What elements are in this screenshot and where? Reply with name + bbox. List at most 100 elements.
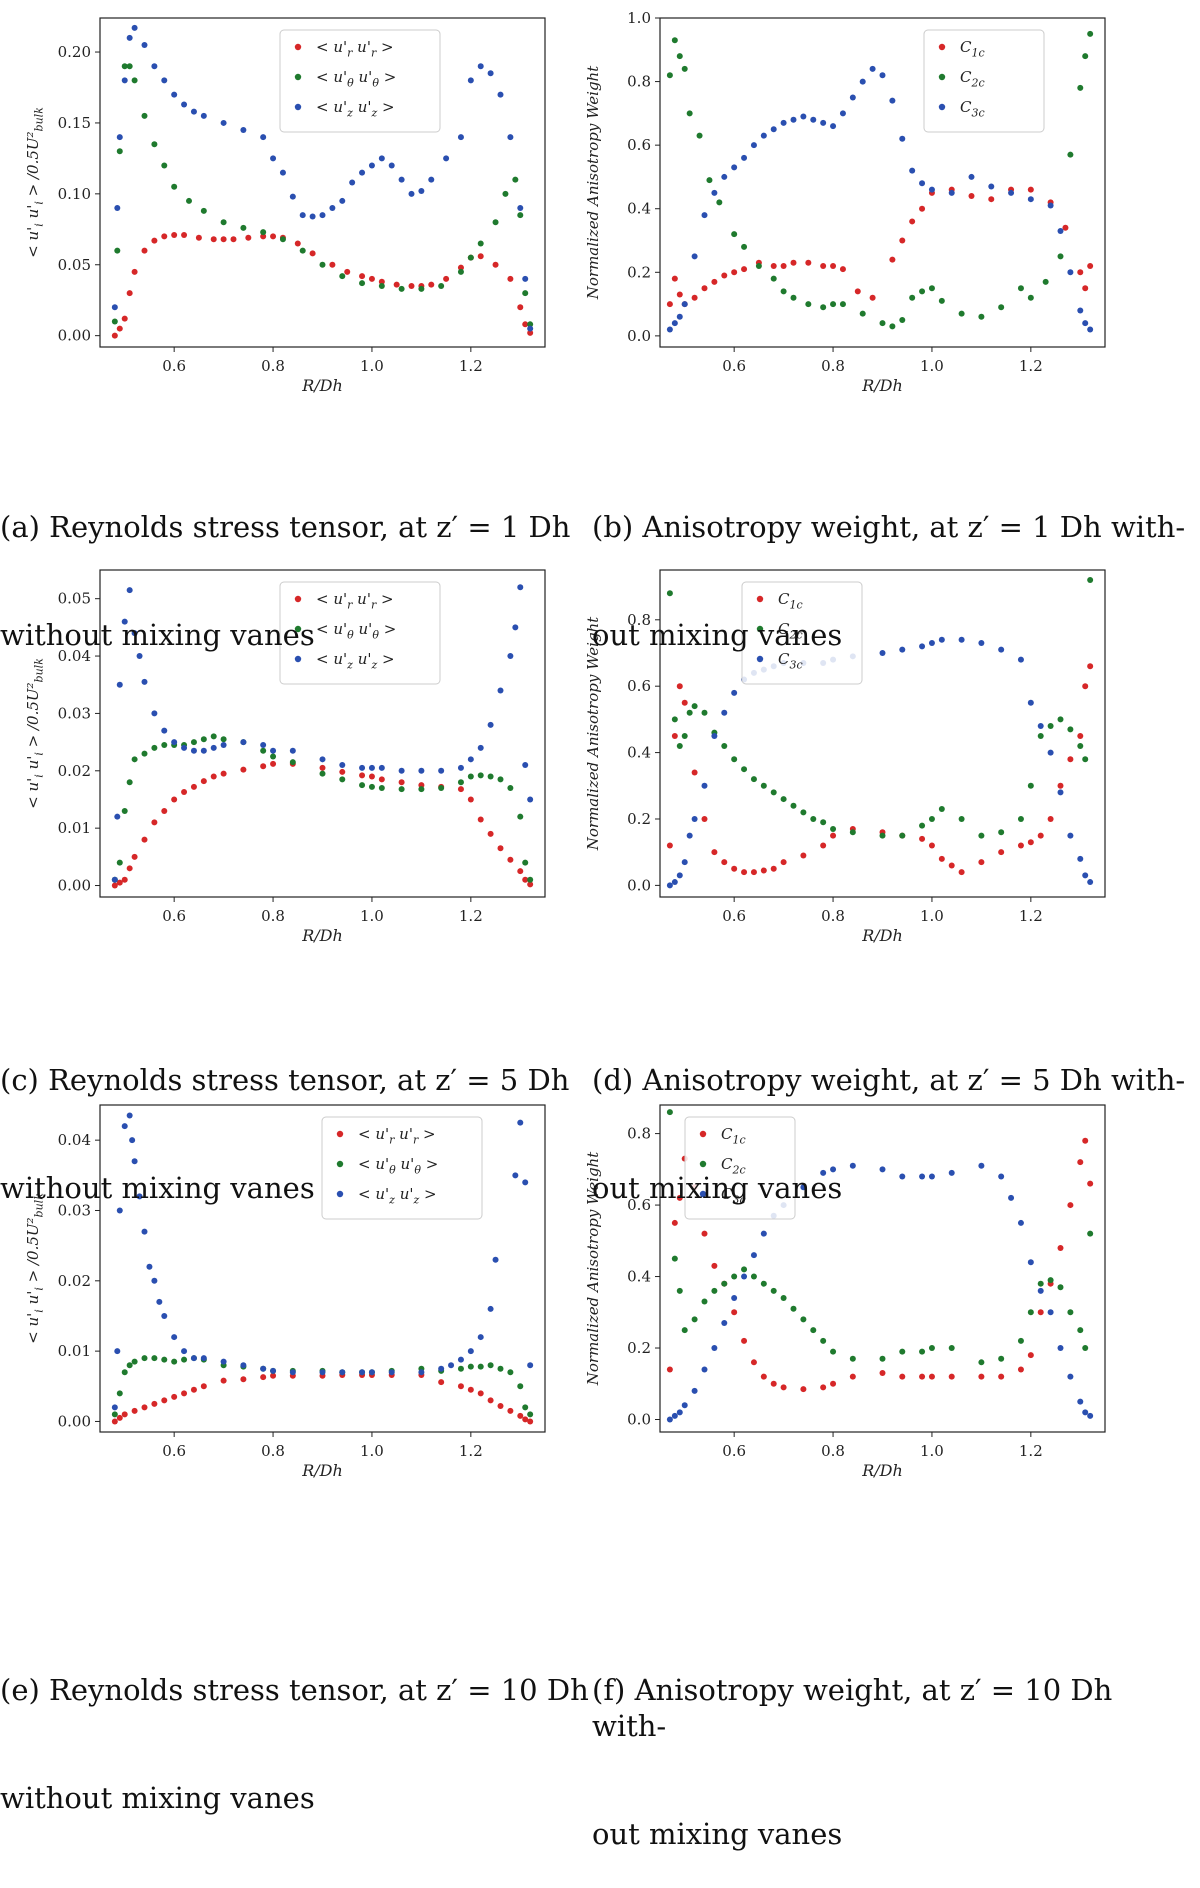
data-point [760,867,767,874]
data-point [978,1162,985,1169]
data-point [780,1384,787,1391]
y-tick-label: 0.0 [627,876,651,894]
data-point [141,750,148,757]
data-point [428,176,435,183]
x-tick-label: 1.2 [1019,1442,1043,1460]
data-point [487,830,494,837]
data-point [517,212,524,219]
data-point [497,91,504,98]
data-point [770,262,777,269]
legend-marker [336,1160,344,1168]
data-point [171,739,178,746]
y-tick-label: 0.6 [627,677,651,695]
data-point [260,763,267,770]
data-point [517,1383,524,1390]
y-tick-label: 0.20 [58,43,91,61]
data-point [477,240,484,247]
data-point [998,1173,1005,1180]
data-point [522,275,529,282]
y-tick-label: 0.4 [627,200,651,218]
data-point [780,796,787,803]
data-point [879,1370,886,1377]
y-tick-label: 0.04 [58,1131,91,1149]
data-point [958,636,965,643]
data-point [928,815,935,822]
data-point [398,786,405,793]
data-point [686,110,693,117]
data-point [1047,749,1054,756]
legend-box [279,581,441,685]
data-point [706,177,713,184]
data-point [750,1252,757,1259]
data-point [116,859,123,866]
data-point [141,1404,148,1411]
data-point [270,747,277,754]
data-point [741,766,748,773]
data-point [195,234,202,241]
series-1 [111,733,534,883]
data-point [181,789,188,796]
data-point [666,882,673,889]
y-axis-label: < u'i u'i > /0.5U²bulk [24,107,46,258]
data-point [750,869,757,876]
data-point [701,212,708,219]
data-point [1057,227,1064,234]
data-point [671,716,678,723]
data-point [111,304,118,311]
data-point [1027,782,1034,789]
data-point [190,747,197,754]
data-point [1037,1280,1044,1287]
caption-e-line2: without mixing vanes [0,1781,315,1815]
data-point [527,325,534,332]
legend-box [684,1116,796,1220]
data-point [151,237,158,244]
plot-frame [659,1104,1106,1433]
data-point [131,1158,138,1165]
data-point [716,199,723,206]
data-point [770,1287,777,1294]
data-point [359,169,366,176]
data-point [161,162,168,169]
x-axis-label: R/Dh [301,1461,343,1480]
data-point [1027,699,1034,706]
data-point [711,1287,718,1294]
data-point [126,1362,133,1369]
x-tick-label: 1.2 [459,907,483,925]
x-tick-label: 0.6 [722,1442,746,1460]
data-point [1027,839,1034,846]
data-point [467,1348,474,1355]
data-point [121,1411,128,1418]
y-tick-label: 0.05 [58,590,91,608]
legend-label: < u'z u'z > [358,1185,437,1207]
data-point [408,190,415,197]
data-point [181,1390,188,1397]
data-point [948,862,955,869]
data-point [438,785,445,791]
data-point [859,78,866,85]
y-tick-label: 0.01 [58,1342,91,1360]
data-point [171,1358,178,1365]
data-point [928,186,935,193]
data-point [741,266,748,273]
legend-label: < u'z u'z > [316,98,395,120]
data-point [780,859,787,866]
series-1 [111,1355,534,1418]
data-point [919,1373,926,1380]
data-point [240,1362,247,1369]
y-tick-label: 0.8 [627,73,651,91]
data-point [1037,1309,1044,1316]
data-point [899,135,906,142]
data-point [919,1173,926,1180]
data-point [492,219,499,226]
data-point [522,1179,529,1186]
y-tick-label: 0.00 [58,1412,91,1430]
data-point [780,262,787,269]
data-point [477,772,484,779]
data-point [928,285,935,292]
caption-d-line2: out mixing vanes [592,1171,843,1205]
legend-label: C2c [721,1155,746,1177]
data-point [1067,756,1074,763]
data-point [116,325,123,332]
data-point [731,689,738,696]
data-point [701,709,708,716]
